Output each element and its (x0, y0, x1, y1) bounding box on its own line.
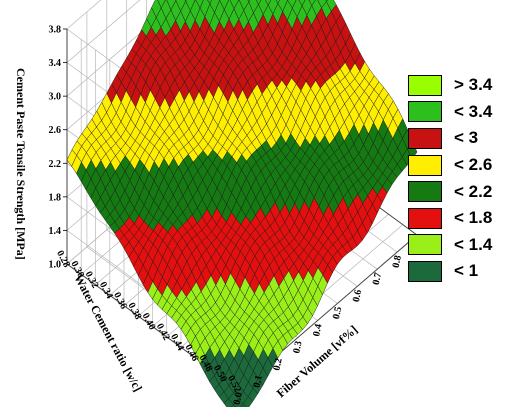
x-tick-label: 0.4 (311, 323, 324, 338)
x-tick-label: 0.7 (371, 272, 384, 287)
surface-cell (265, 0, 272, 6)
x-tick-label: 0.3 (291, 340, 304, 355)
surface-cell (229, 0, 240, 10)
legend-swatch (408, 74, 442, 96)
legend-item: < 1 (408, 258, 508, 285)
legend-swatch (408, 260, 442, 282)
surface-mesh (66, 0, 418, 407)
x-tick-label: 0.0 (232, 391, 245, 406)
x-tick-label: 0.2 (271, 357, 284, 372)
z-tick-label: 3.0 (49, 92, 62, 103)
legend-item: < 1.4 (408, 232, 508, 259)
legend-label: < 1.8 (454, 208, 493, 228)
surface-cell (185, 0, 196, 12)
x-tick-label: 0.8 (391, 254, 404, 269)
surface-cell (207, 0, 212, 5)
legend-label: < 3.4 (454, 101, 493, 121)
z-axis-ticks: 1.0 1.4 1.8 2.2 2.6 3.0 3.4 3.8 (49, 25, 67, 271)
z-tick-label: 2.6 (49, 125, 62, 136)
z-tick-label: 1.0 (49, 260, 62, 271)
surface-cell (157, 0, 166, 9)
legend-swatch (408, 154, 442, 176)
legend-swatch (408, 207, 442, 229)
legend-swatch (408, 181, 442, 203)
surface-cell (308, 0, 316, 6)
surface-cell (240, 403, 247, 407)
z-tick-label: 3.8 (49, 25, 62, 36)
x-tick-label: 0.5 (331, 306, 344, 321)
legend-label: > 3.4 (454, 75, 493, 95)
legend-item: < 1.8 (408, 205, 508, 232)
surface-cell (287, 0, 297, 9)
legend-item: > 3.4 (408, 72, 508, 99)
legend-label: < 2.6 (454, 155, 493, 175)
surface-cell (219, 0, 229, 11)
z-tick-label: 3.4 (49, 58, 62, 69)
surface-cell (256, 0, 262, 5)
legend-item: < 3.4 (408, 99, 508, 126)
surface-cell (195, 0, 204, 9)
legend-label: < 2.2 (454, 181, 493, 201)
z-tick-label: 2.2 (49, 159, 62, 170)
z-axis-title: Cement Paste Tensile Strength [MPa] (14, 68, 28, 260)
y-axis-ticks: 0.280.300.320.340.360.380.400.420.440.46… (54, 249, 243, 395)
legend-label: < 1.4 (454, 234, 493, 254)
x-tick-label: 0.6 (351, 289, 364, 304)
x-tick-label: 0.1 (251, 374, 264, 389)
legend-item: < 3 (408, 125, 508, 152)
legend-item: < 2.6 (408, 152, 508, 179)
legend-item: < 2.2 (408, 178, 508, 205)
surface-cell (275, 0, 280, 4)
legend-swatch (408, 101, 442, 123)
surface-cell (298, 0, 306, 7)
legend-label: < 3 (454, 128, 479, 148)
z-tick-label: 1.4 (49, 226, 62, 237)
z-tick-label: 1.8 (49, 192, 62, 203)
legend-label: < 1 (454, 261, 479, 281)
legend: > 3.4 < 3.4 < 3 < 2.6 < 2.2 < 1.8 < 1.4 < 1 (408, 72, 508, 285)
legend-swatch (408, 127, 442, 149)
surface-cell (230, 404, 236, 407)
legend-swatch (408, 234, 442, 256)
